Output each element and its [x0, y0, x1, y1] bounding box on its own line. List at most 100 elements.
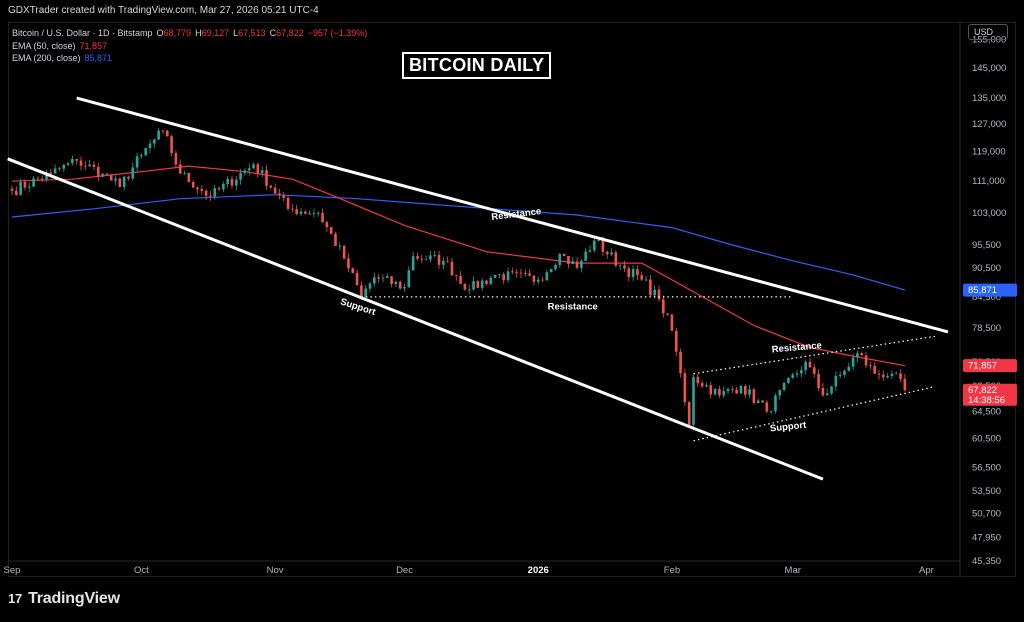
chart-panel[interactable]	[8, 22, 1016, 577]
legend-o-value: 68,779	[163, 28, 192, 38]
candle	[217, 186, 221, 192]
candle	[894, 371, 898, 375]
candle	[420, 254, 424, 263]
inner-support-label: Support	[769, 420, 807, 435]
candle-body	[312, 213, 316, 215]
candle-body	[705, 385, 708, 387]
candle	[252, 162, 255, 169]
candle	[692, 374, 695, 427]
currency-button[interactable]: USD	[968, 24, 1008, 40]
candle	[498, 273, 501, 279]
candle-body	[575, 261, 579, 268]
candle-body	[830, 386, 833, 394]
candle-body	[377, 277, 380, 279]
candle-body	[687, 402, 691, 425]
price-tag-value: 85,871	[968, 285, 997, 296]
candle	[593, 237, 596, 253]
tradingview-logo[interactable]: 17 TradingView	[8, 590, 120, 608]
candle-body	[420, 258, 424, 260]
price-tick-label: 64,500	[972, 407, 1001, 418]
candle-body	[109, 174, 113, 181]
candle-body	[571, 261, 575, 265]
candle-body	[161, 130, 165, 132]
candle-body	[627, 268, 631, 278]
chart-title: BITCOIN DAILY	[402, 52, 552, 79]
candle	[183, 170, 186, 176]
candle	[881, 370, 885, 381]
candle	[403, 283, 406, 292]
candle	[459, 271, 462, 285]
candle	[88, 159, 91, 167]
price-tick-label: 145,000	[972, 63, 1006, 74]
candle-body	[446, 260, 449, 262]
candle	[53, 164, 57, 174]
candle-body	[847, 366, 851, 371]
candle	[834, 371, 838, 392]
candle	[32, 175, 35, 188]
candle	[761, 399, 764, 403]
candle-body	[825, 393, 829, 396]
legend-ema200-row[interactable]: EMA (200, close) 85,871	[12, 52, 371, 65]
legend-symbol[interactable]: Bitcoin / U.S. Dollar · 1D · Bitstamp	[12, 28, 153, 38]
candle	[502, 271, 506, 285]
candle	[450, 258, 454, 276]
price-tag-bg	[963, 359, 1017, 373]
candle-body	[196, 187, 199, 190]
candle	[316, 211, 320, 217]
candle	[873, 362, 876, 374]
candle	[618, 264, 622, 271]
candle-body	[364, 288, 367, 297]
candle	[105, 173, 109, 176]
candle	[847, 362, 851, 372]
legend-l-label: L	[233, 28, 239, 38]
candle-body	[881, 374, 885, 378]
candle	[161, 129, 165, 134]
candle-body	[58, 168, 61, 170]
candle-body	[442, 260, 445, 265]
candle	[821, 383, 825, 397]
candle	[640, 271, 644, 282]
candle-body	[118, 178, 122, 187]
candle-body	[459, 275, 462, 284]
candle	[631, 264, 635, 282]
candle	[385, 273, 389, 279]
candle-body	[649, 279, 652, 296]
candle-body	[165, 130, 169, 137]
candle-body	[873, 365, 876, 374]
candle	[364, 284, 367, 298]
candle	[864, 351, 868, 368]
candle	[493, 274, 497, 279]
candle	[114, 175, 117, 186]
candle	[830, 385, 833, 396]
candle-body	[213, 188, 217, 197]
candle-body	[390, 276, 393, 285]
candle	[174, 150, 178, 167]
candle	[153, 138, 156, 149]
candle-body	[834, 375, 838, 387]
candle-body	[373, 277, 376, 284]
candle-body	[62, 164, 66, 169]
candle-body	[308, 213, 311, 215]
candle-body	[27, 186, 31, 188]
candle	[666, 313, 669, 316]
candle	[700, 380, 704, 389]
candle	[23, 179, 27, 191]
candle	[165, 129, 169, 137]
candle-body	[226, 178, 229, 185]
candle-body	[506, 271, 510, 281]
price-tick-label: 95,500	[972, 240, 1001, 251]
top-bar: GDXTrader created with TradingView.com, …	[0, 0, 1024, 22]
candle-body	[140, 155, 143, 157]
candle-body	[101, 173, 104, 177]
candle	[756, 398, 760, 404]
legend-ema50-row[interactable]: EMA (50, close) 71,857	[12, 40, 371, 53]
candle-body	[148, 143, 152, 148]
candle	[109, 174, 113, 181]
candle-body	[127, 176, 130, 179]
candle	[804, 359, 807, 375]
candle-body	[260, 170, 264, 174]
candle-body	[433, 255, 437, 256]
candle-body	[545, 272, 549, 281]
